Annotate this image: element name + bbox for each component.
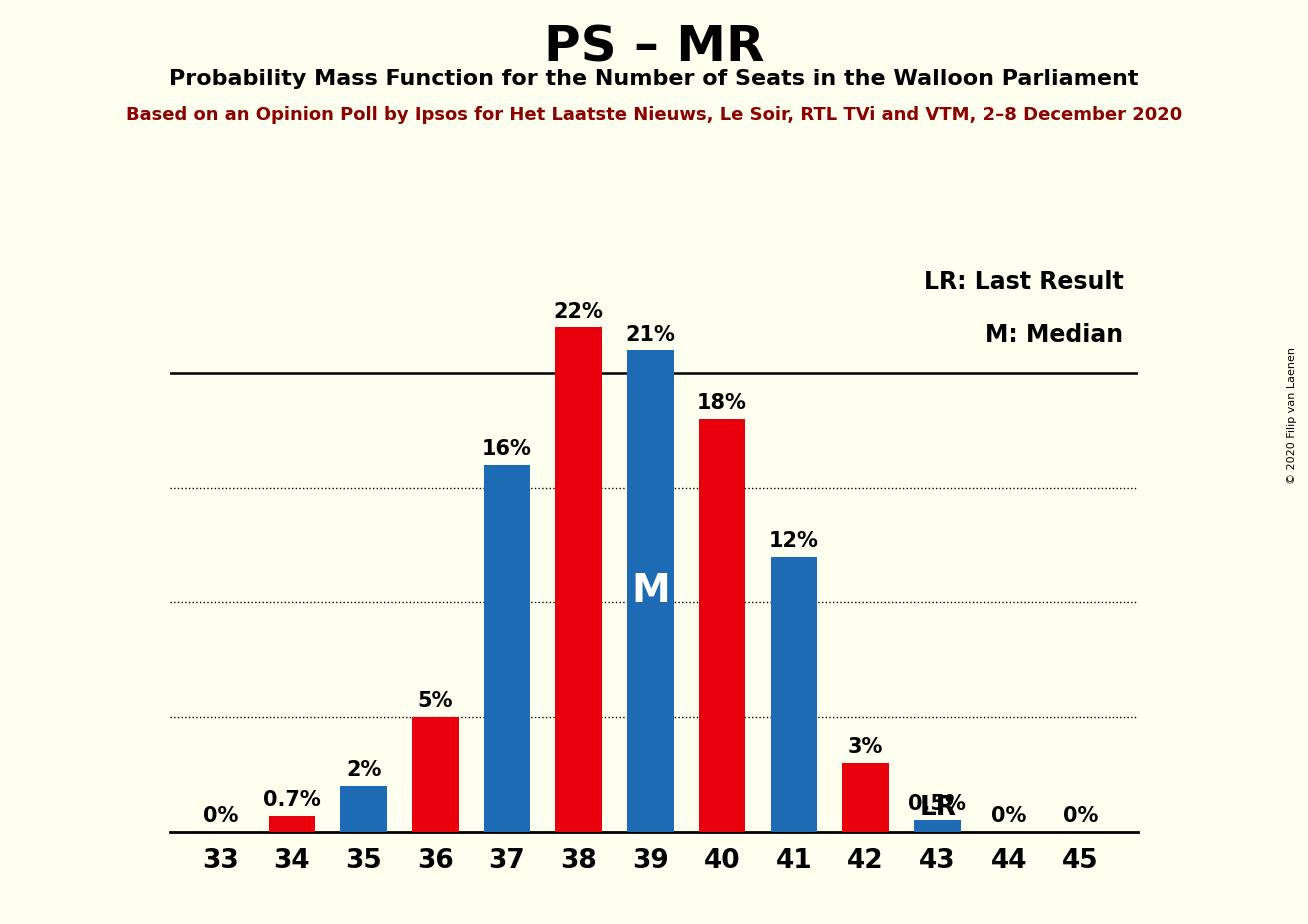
- Text: M: Median: M: Median: [985, 322, 1124, 346]
- Text: 12%: 12%: [769, 531, 819, 551]
- Text: M: M: [630, 572, 670, 610]
- Bar: [340, 785, 387, 832]
- Bar: [842, 763, 889, 832]
- Bar: [556, 327, 602, 832]
- Text: 0%: 0%: [1063, 806, 1099, 826]
- Text: 0%: 0%: [203, 806, 238, 826]
- Bar: [268, 816, 315, 832]
- Text: 21%: 21%: [625, 324, 675, 345]
- Bar: [484, 465, 530, 832]
- Text: 0.7%: 0.7%: [263, 790, 320, 809]
- Bar: [412, 717, 459, 832]
- Bar: [698, 419, 746, 832]
- Text: 16%: 16%: [483, 439, 532, 459]
- Text: 0%: 0%: [991, 806, 1027, 826]
- Text: 22%: 22%: [553, 302, 604, 322]
- Bar: [627, 350, 674, 832]
- Text: Probability Mass Function for the Number of Seats in the Walloon Parliament: Probability Mass Function for the Number…: [169, 69, 1139, 90]
- Bar: [914, 821, 960, 832]
- Bar: [770, 556, 818, 832]
- Text: 2%: 2%: [345, 760, 382, 780]
- Text: © 2020 Filip van Laenen: © 2020 Filip van Laenen: [1287, 347, 1298, 484]
- Text: 18%: 18%: [697, 394, 747, 413]
- Text: Based on an Opinion Poll by Ipsos for Het Laatste Nieuws, Le Soir, RTL TVi and V: Based on an Opinion Poll by Ipsos for He…: [126, 106, 1182, 124]
- Text: 0.5%: 0.5%: [908, 795, 967, 814]
- Text: 3%: 3%: [848, 737, 883, 757]
- Text: PS – MR: PS – MR: [544, 23, 764, 71]
- Text: 5%: 5%: [417, 691, 453, 711]
- Text: LR: Last Result: LR: Last Result: [923, 270, 1124, 294]
- Text: LR: LR: [920, 795, 956, 821]
